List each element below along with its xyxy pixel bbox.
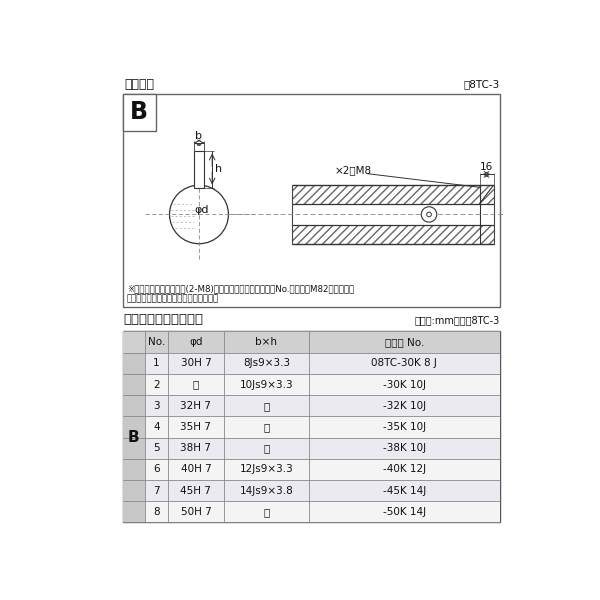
Text: b×h: b×h (256, 337, 277, 347)
Text: 8: 8 (153, 507, 160, 517)
Text: b: b (196, 131, 203, 141)
Text: 50H 7: 50H 7 (181, 507, 211, 517)
Text: 〃: 〃 (263, 422, 269, 432)
Bar (145, 353, 500, 374)
Text: 40H 7: 40H 7 (181, 464, 211, 475)
Text: 軸穴形状: 軸穴形状 (125, 78, 155, 91)
Bar (292, 225, 493, 244)
Bar (123, 94, 155, 131)
Text: -45K 14J: -45K 14J (383, 485, 426, 496)
Bar (145, 437, 500, 459)
Text: （単位:mm）　袆8TC-3: （単位:mm） 袆8TC-3 (415, 315, 500, 325)
Bar (123, 353, 145, 523)
Text: φd: φd (195, 205, 209, 215)
Bar (292, 185, 493, 203)
Text: -32K 10J: -32K 10J (383, 401, 426, 411)
Text: B: B (130, 100, 148, 124)
Bar (145, 501, 500, 523)
Text: 4: 4 (153, 422, 160, 432)
Circle shape (170, 185, 229, 244)
Text: ×2－M8: ×2－M8 (335, 166, 372, 176)
Text: 30H 7: 30H 7 (181, 358, 211, 368)
Text: φd: φd (189, 337, 203, 347)
Bar (123, 331, 500, 523)
Bar (145, 374, 500, 395)
Text: h: h (215, 164, 222, 174)
Bar (145, 480, 500, 501)
Text: 〃: 〃 (263, 401, 269, 411)
Circle shape (421, 207, 437, 222)
Bar (145, 459, 500, 480)
Text: 〃: 〃 (193, 380, 199, 389)
Text: -30K 10J: -30K 10J (383, 380, 426, 389)
Text: 45H 7: 45H 7 (181, 485, 211, 496)
Text: 3: 3 (153, 401, 160, 411)
Text: 38H 7: 38H 7 (181, 443, 211, 453)
Text: 12Js9×3.3: 12Js9×3.3 (239, 464, 293, 475)
Text: ※セットボルト用タップ(2-M8)が必要な場合は右記コードNo.の末尾にM82を付ける。: ※セットボルト用タップ(2-M8)が必要な場合は右記コードNo.の末尾にM82を… (127, 284, 354, 293)
Text: 32H 7: 32H 7 (181, 401, 211, 411)
Text: 〃: 〃 (263, 507, 269, 517)
Text: -38K 10J: -38K 10J (383, 443, 426, 453)
Circle shape (427, 212, 431, 217)
Text: コード No.: コード No. (385, 337, 424, 347)
Text: -35K 10J: -35K 10J (383, 422, 426, 432)
Text: B: B (128, 430, 140, 445)
Bar (123, 331, 500, 353)
Text: 〃: 〃 (263, 443, 269, 453)
Text: 08TC-30K 8 J: 08TC-30K 8 J (371, 358, 437, 368)
Bar (145, 416, 500, 437)
Text: 1: 1 (153, 358, 160, 368)
Bar (194, 151, 205, 187)
Text: 2: 2 (153, 380, 160, 389)
Text: 7: 7 (153, 485, 160, 496)
Text: 6: 6 (153, 464, 160, 475)
Text: 16: 16 (480, 163, 493, 172)
Text: -40K 12J: -40K 12J (383, 464, 426, 475)
Text: 14Js9×3.8: 14Js9×3.8 (239, 485, 293, 496)
Bar (145, 395, 500, 416)
Text: -50K 14J: -50K 14J (383, 507, 426, 517)
Text: No.: No. (148, 337, 165, 347)
Text: 囸8TC-3: 囸8TC-3 (463, 79, 500, 89)
Text: 5: 5 (153, 443, 160, 453)
Text: 35H 7: 35H 7 (181, 422, 211, 432)
Text: 軸穴形状コード一覧表: 軸穴形状コード一覧表 (123, 313, 203, 326)
Bar (123, 94, 500, 307)
Text: 8Js9×3.3: 8Js9×3.3 (243, 358, 290, 368)
Text: （セットボルトは付属されています。）: （セットボルトは付属されています。） (127, 294, 219, 303)
Text: 10Js9×3.3: 10Js9×3.3 (239, 380, 293, 389)
